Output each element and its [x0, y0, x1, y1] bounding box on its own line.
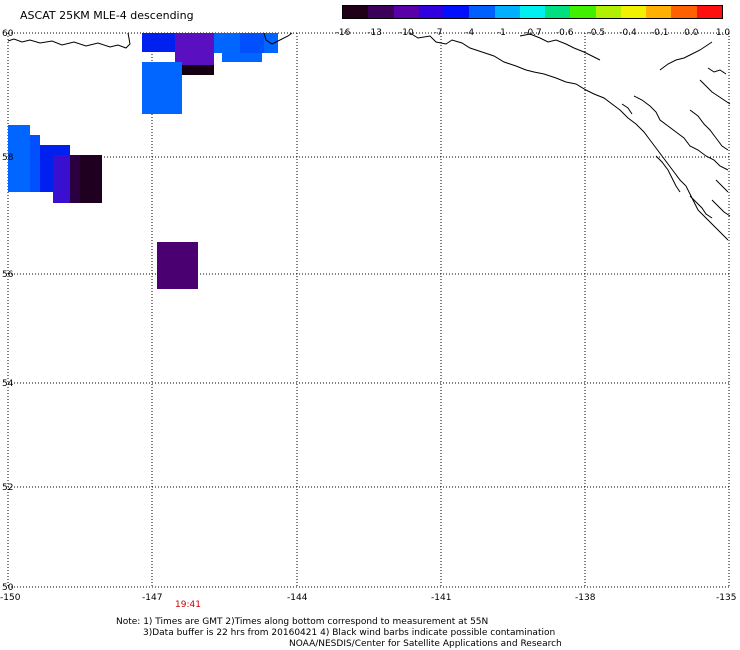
pixel-block	[175, 33, 214, 65]
pixel-block	[157, 242, 198, 289]
color-scale-label: -4	[465, 28, 475, 38]
map-title: ASCAT 25KM MLE-4 descending	[20, 9, 194, 22]
lat-label-54: 54	[2, 379, 14, 389]
color-scale-swatch	[696, 6, 722, 18]
color-scale-swatch	[343, 6, 369, 18]
color-scale-swatch	[418, 6, 445, 18]
lat-label-50: 50	[2, 583, 14, 593]
lon-label-138: -138	[575, 593, 596, 603]
pixel-block	[8, 125, 30, 192]
pixel-block	[142, 62, 182, 114]
pixel-block	[240, 33, 264, 53]
pixel-block	[182, 65, 214, 75]
color-scale-swatch	[570, 6, 596, 18]
coastline	[7, 32, 731, 241]
lat-label-58: 58	[2, 153, 14, 163]
lon-label-144: -144	[287, 593, 308, 603]
color-scale-swatch	[620, 6, 647, 18]
lon-label-141: -141	[431, 593, 451, 603]
lon-gridlines	[7, 33, 730, 587]
color-scale-label: -16	[335, 28, 351, 38]
color-scale-label: -1	[496, 28, 506, 38]
pixel-block	[222, 53, 262, 62]
lon-label-150: -150	[0, 593, 21, 603]
pixel-block	[30, 135, 40, 192]
color-scale-swatch	[368, 6, 394, 18]
color-scale-swatch	[671, 6, 697, 18]
lat-label-52: 52	[2, 483, 13, 493]
color-scale-label: -0.6	[555, 28, 574, 38]
note-line-2: 3)Data buffer is 22 hrs from 20160421 4)…	[143, 628, 556, 638]
note-line-1: Note: 1) Times are GMT 2)Times along bot…	[116, 617, 489, 627]
lat-gridlines	[8, 32, 730, 588]
color-scale-label: -0.4	[619, 28, 637, 38]
lat-label-56: 56	[2, 270, 14, 280]
lat-label-60: 60	[2, 29, 14, 39]
color-scale-swatch	[444, 6, 470, 18]
color-scale-swatch	[545, 6, 571, 18]
color-scale-swatch	[519, 6, 546, 18]
pixel-block	[70, 155, 80, 203]
color-scale-label: 0.0	[684, 28, 699, 38]
color-scale-swatch	[469, 6, 495, 18]
lon-label-147: -147	[142, 593, 162, 603]
color-scale-label: -10	[398, 28, 414, 38]
color-scale-bar	[342, 5, 723, 19]
credit-line: NOAA/NESDIS/Center for Satellite Applica…	[289, 639, 562, 649]
color-scale-swatch	[595, 6, 621, 18]
pixel-block	[53, 155, 70, 203]
color-scale-swatch	[646, 6, 672, 18]
color-scale-swatch	[393, 6, 419, 18]
lon-label-135: -135	[716, 593, 736, 603]
pass-time-label: 19:41	[175, 600, 201, 610]
data-pixels	[8, 33, 278, 289]
color-scale-swatch	[494, 6, 520, 18]
